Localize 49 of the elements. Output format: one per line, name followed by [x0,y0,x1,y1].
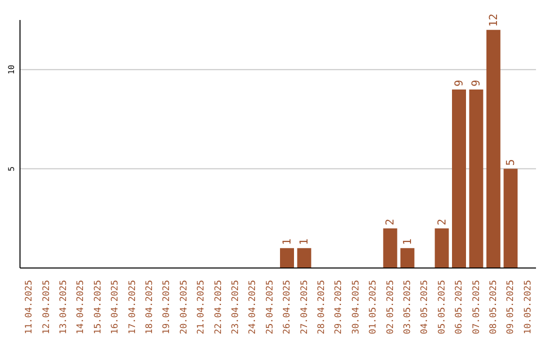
x-tick-label: 24.04.2025 [248,280,258,334]
x-tick-label: 12.04.2025 [42,280,52,334]
x-tick-label: 09.05.2025 [506,280,516,334]
x-tick-label: 19.04.2025 [162,280,172,334]
data-label: 9 [452,80,466,86]
x-tick-label: 17.04.2025 [128,280,138,334]
x-tick-label: 07.05.2025 [472,280,482,334]
x-tick-label: 05.05.2025 [437,280,448,334]
data-label: 1 [400,238,414,246]
x-tick-label: 13.04.2025 [59,280,69,334]
x-tick-label: 22.04.2025 [214,280,224,334]
y-tick-label: 10 [7,64,16,74]
x-tick-label: 06.05.2025 [454,280,465,334]
x-tick-label: 25.04.2025 [265,280,276,334]
x-tick-label: 26.04.2025 [282,280,293,334]
x-tick-label: 10.05.2025 [523,280,534,334]
bar [434,228,449,268]
data-label: 1 [298,238,311,246]
data-label: 1 [280,238,294,246]
bar [297,248,312,268]
data-label: 2 [435,218,448,226]
data-label: 2 [384,218,397,226]
x-tick-label: 01.05.2025 [368,280,379,334]
bar [504,168,518,268]
bar [383,228,398,268]
x-tick-label: 04.05.2025 [420,280,430,334]
x-tick-label: 21.04.2025 [196,280,207,334]
x-tick-label: 11.04.2025 [24,280,35,334]
x-tick-label: 27.04.2025 [300,280,310,334]
x-tick-label: 29.04.2025 [334,280,344,334]
x-tick-label: 14.04.2025 [76,280,86,334]
data-label: 9 [470,80,483,86]
bar [486,30,500,268]
data-label: 5 [504,159,518,166]
x-tick-label: 23.04.2025 [231,280,241,334]
bar [452,89,466,268]
bar [469,89,484,268]
bar [280,248,294,268]
x-tick-label: 28.04.2025 [317,280,327,334]
x-tick-label: 16.04.2025 [110,280,121,334]
x-tick-label: 02.05.2025 [386,280,396,334]
x-tick-label: 18.04.2025 [145,280,155,334]
bar [400,248,414,268]
x-tick-label: 03.05.2025 [403,280,413,334]
x-tick-label: 15.04.2025 [93,280,104,334]
x-tick-label: 08.05.2025 [489,280,499,334]
x-tick-label: 30.04.2025 [351,280,362,334]
x-tick-label: 20.04.2025 [179,280,190,334]
data-label: 12 [486,14,500,27]
